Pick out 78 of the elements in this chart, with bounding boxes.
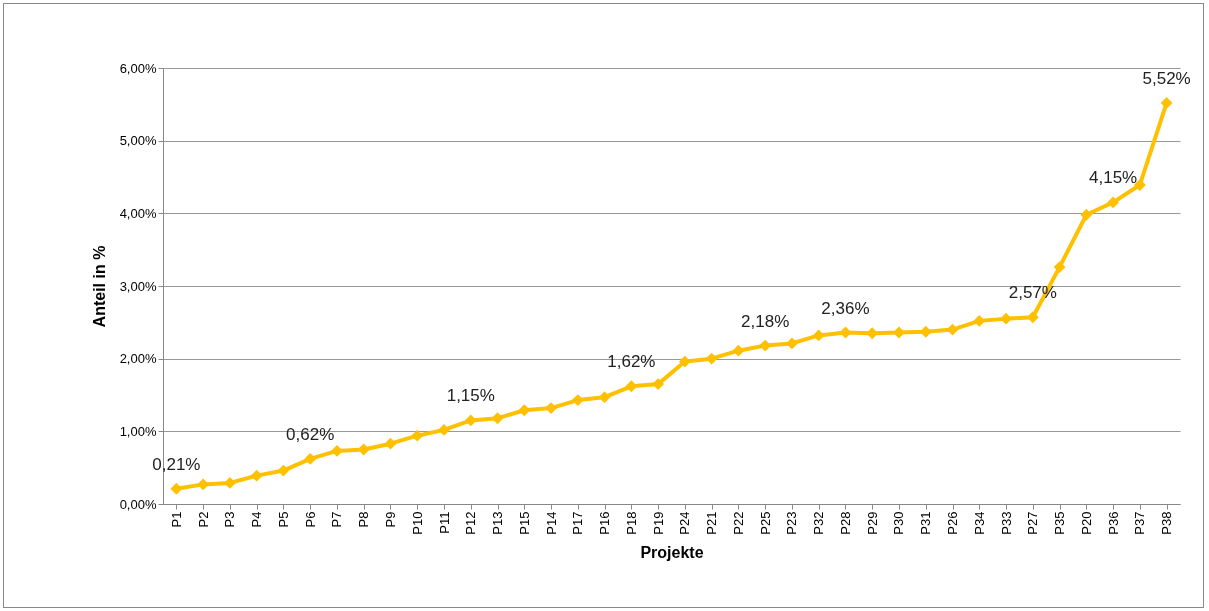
point: [384, 437, 397, 450]
x-tick-label: P33: [998, 511, 1014, 535]
x-tick-label: P1: [168, 511, 184, 528]
point: [705, 352, 718, 365]
point: [678, 355, 691, 368]
x-tick-label: P37: [1132, 511, 1148, 535]
x-tick-label: P5: [275, 511, 291, 528]
x-tick-label: P10: [409, 511, 425, 535]
x-tick-label: P26: [945, 511, 961, 535]
x-tick-label: P36: [1105, 511, 1121, 535]
data-label: 1,15%: [446, 386, 495, 406]
point: [732, 344, 745, 357]
point: [652, 378, 665, 391]
point: [331, 445, 343, 457]
x-tick-label: P22: [730, 511, 746, 535]
point: [518, 404, 531, 417]
x-tick-label: P12: [463, 511, 479, 535]
data-label: 0,62%: [286, 424, 335, 444]
x-tick-label: P11: [436, 511, 452, 534]
point: [893, 326, 905, 339]
x-tick-label: P35: [1052, 511, 1068, 535]
x-tick-label: P8: [356, 511, 372, 528]
y-tick-label: 5,00%: [119, 133, 157, 149]
point: [545, 402, 557, 414]
point: [1107, 196, 1120, 209]
point: [1080, 208, 1093, 221]
point: [1053, 261, 1066, 274]
x-tick-label: P15: [516, 511, 532, 535]
point: [625, 380, 638, 393]
point: [170, 482, 183, 495]
y-axis-title: Anteil in %: [90, 245, 108, 328]
x-tick-label: P6: [302, 511, 318, 528]
y-tick-label: 4,00%: [119, 205, 157, 221]
data-label: 4,15%: [1088, 168, 1138, 188]
x-tick-label: P38: [1159, 511, 1175, 535]
x-tick-label: P20: [1078, 511, 1094, 535]
x-tick-label: P23: [784, 511, 800, 535]
point: [250, 469, 263, 482]
y-tick-label: 1,00%: [119, 423, 157, 439]
y-tick-label: 2,00%: [119, 351, 157, 367]
data-label: 1,62%: [607, 352, 656, 372]
data-label: 2,36%: [821, 298, 870, 318]
point: [571, 394, 584, 406]
x-tick-label: P31: [918, 511, 934, 535]
x-tick-label: P28: [837, 511, 853, 535]
x-tick-label: P2: [195, 511, 211, 528]
x-tick-label: P29: [864, 511, 880, 535]
x-tick-label: P30: [891, 511, 907, 535]
point: [786, 337, 798, 350]
x-tick-label: P24: [677, 511, 693, 535]
x-tick-label: P18: [623, 511, 639, 535]
x-tick-label: P34: [971, 511, 987, 535]
x-tick-label: P21: [704, 511, 720, 535]
x-tick-label: P17: [570, 511, 586, 535]
x-tick-label: P27: [1025, 511, 1041, 535]
x-axis-title: Projekte: [640, 543, 704, 561]
data-label: 0,21%: [152, 454, 201, 474]
data-label: 2,18%: [741, 311, 790, 331]
point: [277, 464, 290, 477]
x-tick-label: P4: [249, 511, 265, 528]
y-tick-label: 0,00%: [119, 496, 157, 512]
x-tick-label: P16: [597, 511, 613, 535]
x-tick-label: P7: [329, 511, 345, 528]
y-tick-label: 6,00%: [119, 60, 157, 76]
x-tick-label: P25: [757, 511, 773, 535]
x-tick-label: P3: [222, 511, 238, 528]
point: [438, 423, 450, 436]
point: [411, 429, 424, 442]
x-tick-label: P14: [543, 511, 559, 535]
x-tick-label: P19: [650, 511, 666, 535]
x-tick-label: P13: [490, 511, 506, 535]
y-tick-label: 3,00%: [119, 278, 157, 294]
x-tick-label: P9: [382, 511, 398, 528]
point: [1000, 312, 1012, 325]
point: [1160, 96, 1173, 109]
point: [304, 453, 317, 465]
data-label: 5,52%: [1142, 68, 1191, 88]
x-tick-label: P32: [811, 511, 827, 535]
